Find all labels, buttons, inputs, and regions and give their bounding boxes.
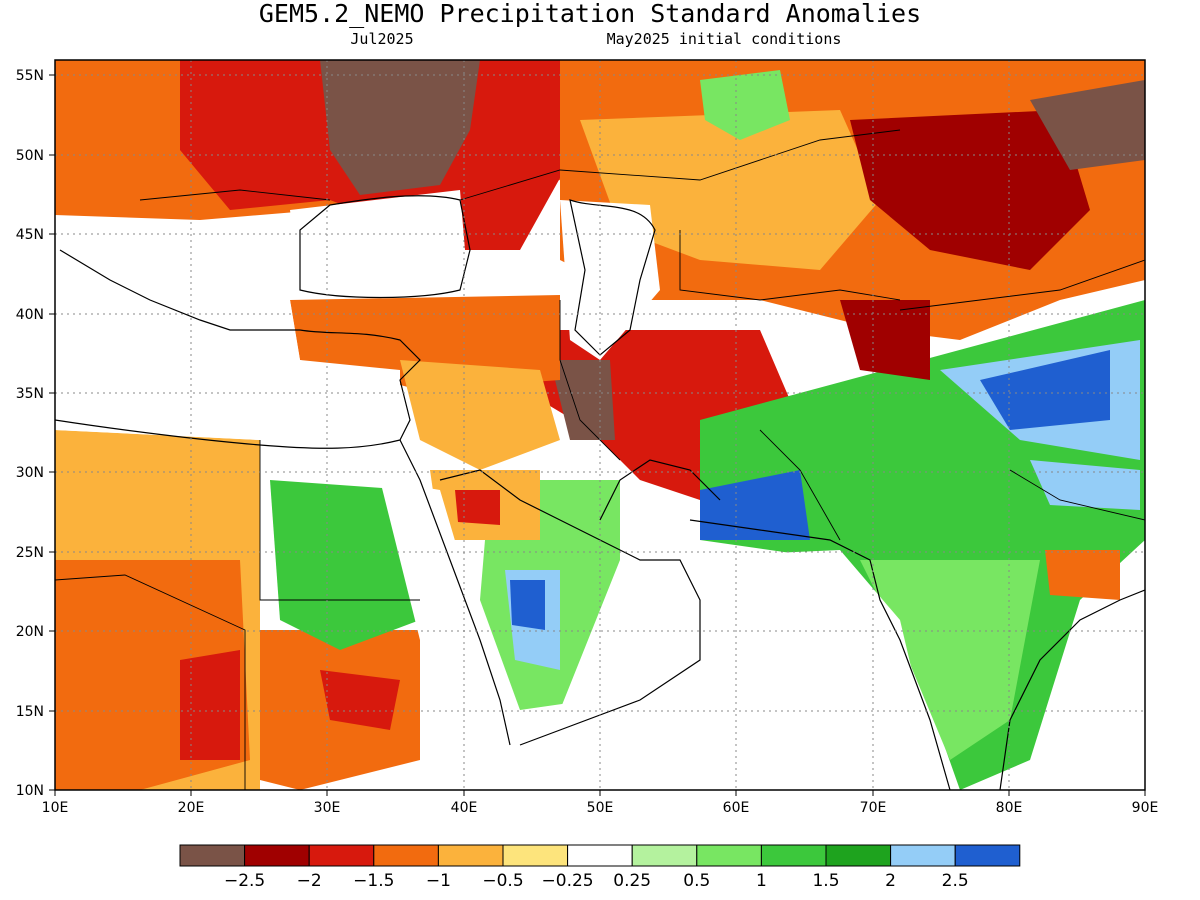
- lon-labels: 10E 20E 30E 40E 50E 60E 70E 80E 90E: [42, 800, 1159, 816]
- colorbar-swatch: [179, 844, 246, 867]
- lat-label: 10N: [16, 783, 44, 799]
- lon-label: 20E: [178, 800, 205, 816]
- colorbar-swatch: [308, 844, 375, 867]
- colorbar-label: 0.5: [683, 871, 710, 891]
- lat-label: 30N: [16, 465, 44, 481]
- colorbar-swatch: [373, 844, 439, 867]
- mask-black-sea: [290, 190, 465, 290]
- lat-label: 25N: [16, 545, 44, 561]
- mask-arabian-sea: [560, 550, 940, 790]
- anomaly-field: [55, 60, 1145, 790]
- lat-label: 15N: [16, 704, 44, 720]
- wet-region-india-interior: [860, 560, 1040, 760]
- dry-region-east-core: [1030, 80, 1145, 170]
- lat-label: 40N: [16, 307, 44, 323]
- colorbar: [179, 844, 1021, 867]
- lon-label: 90E: [1132, 800, 1159, 816]
- colorbar-label: 1.5: [812, 871, 839, 891]
- colorbar-swatch: [244, 844, 310, 867]
- dry-region-core-west: [320, 60, 480, 195]
- colorbar-label: −2: [297, 871, 322, 891]
- lon-label: 80E: [996, 800, 1023, 816]
- lon-label: 30E: [314, 800, 341, 816]
- colorbar-swatch: [502, 844, 569, 867]
- colorbar-label: −1.5: [353, 871, 394, 891]
- lon-label: 40E: [451, 800, 478, 816]
- mask-red-sea: [380, 480, 520, 790]
- colorbar-label: 0.25: [613, 871, 651, 891]
- map-area: [55, 60, 1145, 790]
- wet-region-urals: [700, 70, 790, 140]
- dry-region-bengal: [1045, 550, 1120, 600]
- colorbar-label: −0.25: [542, 871, 594, 891]
- lat-label: 55N: [16, 68, 44, 84]
- lat-label: 20N: [16, 624, 44, 640]
- wet-region-himalaya-max: [980, 350, 1110, 430]
- dry-region-hindu-kush: [840, 300, 930, 380]
- colorbar-label: 1: [756, 871, 767, 891]
- lat-label: 45N: [16, 227, 44, 243]
- lat-label: 35N: [16, 386, 44, 402]
- colorbar-labels: −2.5 −2 −1.5 −1 −0.5 −0.25 0.25 0.5 1 1.5 2 2.5: [224, 871, 969, 891]
- dry-region-levant: [400, 360, 560, 470]
- valid-month: Jul2025: [350, 30, 413, 48]
- dry-region-mongolia: [850, 110, 1090, 270]
- colorbar-swatch: [890, 844, 956, 867]
- colorbar-label: −0.5: [482, 871, 523, 891]
- wet-region-egypt: [270, 480, 420, 650]
- colorbar-label: 2: [885, 871, 896, 891]
- axis-ticks: [49, 74, 1146, 796]
- lon-label: 10E: [42, 800, 69, 816]
- init-conditions: May2025 initial conditions: [607, 30, 842, 48]
- mask-caspian: [560, 200, 660, 360]
- colorbar-swatch: [954, 844, 1021, 867]
- graticule: [55, 60, 1145, 790]
- mask-mediterranean: [55, 300, 400, 440]
- colorbar-swatch: [437, 844, 504, 867]
- dry-region-arabia-north-core: [455, 490, 500, 525]
- wet-region-arabia-max: [510, 580, 545, 630]
- map-title: GEM5.2_NEMO Precipitation Standard Anoma…: [259, 0, 921, 28]
- lon-label: 70E: [860, 800, 887, 816]
- lon-label: 60E: [723, 800, 750, 816]
- colorbar-label: −1: [426, 871, 451, 891]
- coastlines: [55, 195, 1145, 790]
- colorbar-swatch: [825, 844, 892, 867]
- colorbar-swatch: [696, 844, 762, 867]
- colorbar-label: −2.5: [224, 871, 265, 891]
- colorbar-swatch: [567, 844, 633, 867]
- colorbar-label: 2.5: [942, 871, 969, 891]
- lon-label: 50E: [587, 800, 614, 816]
- lat-labels: 10N 15N 20N 25N 30N 35N 40N 45N 50N 55N: [16, 68, 44, 799]
- colorbar-swatch: [631, 844, 698, 867]
- wet-region-pakistan-max: [700, 470, 810, 540]
- colorbar-swatch: [760, 844, 827, 867]
- dry-region-chad-core: [180, 650, 240, 760]
- dry-region-sudan-core: [320, 670, 400, 730]
- lat-label: 50N: [16, 148, 44, 164]
